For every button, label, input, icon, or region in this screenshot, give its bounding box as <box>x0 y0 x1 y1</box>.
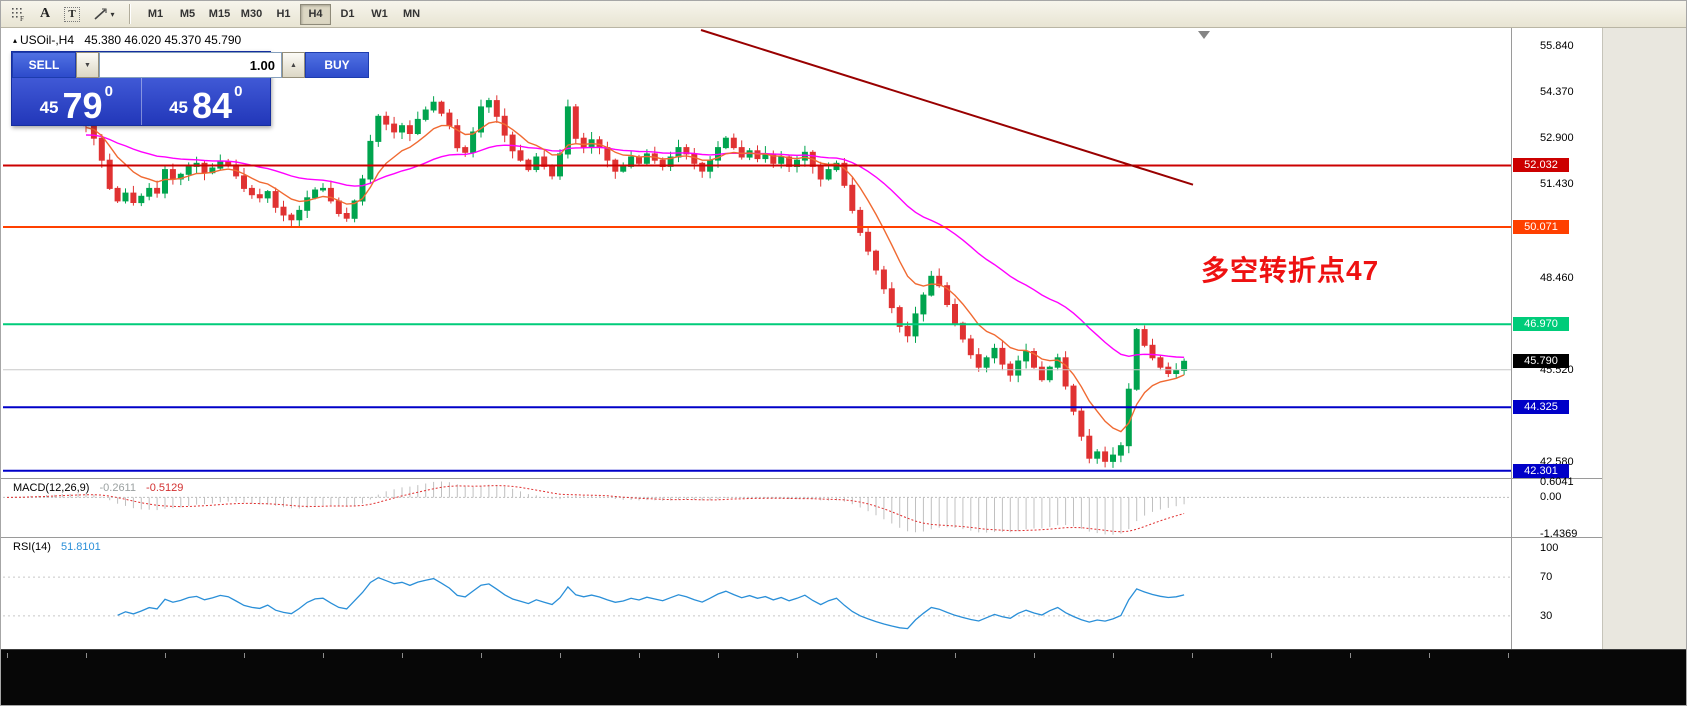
buy-price-display[interactable]: 45 84 0 <box>140 78 271 127</box>
tf-button-h4[interactable]: H4 <box>300 3 331 25</box>
tf-button-m15[interactable]: M15 <box>204 4 235 25</box>
timeframe-toolbar: M1 M5 M15 M30 H1 H4 D1 W1 MN <box>140 3 428 25</box>
toolbar-separator <box>129 4 131 24</box>
tf-button-m5[interactable]: M5 <box>172 4 203 25</box>
sell-price-sup: 0 <box>104 83 113 100</box>
macd-signal-value: -0.5129 <box>146 482 184 494</box>
sell-price-display[interactable]: 45 79 0 <box>12 78 141 125</box>
tf-button-w1[interactable]: W1 <box>364 4 395 25</box>
chart-ohlc: 45.380 46.020 45.370 45.790 <box>84 33 242 47</box>
chart-symbol-period: USOil-,H4 <box>20 33 75 47</box>
sell-price-main: 45 <box>39 98 59 117</box>
chart-shift-marker-icon[interactable] <box>1198 31 1210 39</box>
sell-price-big: 79 <box>62 85 103 127</box>
up-arrow-icon: ▲ <box>290 61 297 69</box>
tf-button-d1[interactable]: D1 <box>332 4 363 25</box>
tf-button-m1[interactable]: M1 <box>140 4 171 25</box>
down-arrow-icon: ▼ <box>84 61 91 69</box>
rsi-name: RSI(14) <box>13 541 51 553</box>
macd-name: MACD(12,26,9) <box>13 482 90 494</box>
rsi-value: 51.8101 <box>60 541 101 553</box>
grid-dots-glyph: F <box>12 8 24 22</box>
trade-row-prices: 45 79 0 45 84 0 <box>12 78 270 125</box>
chart-title: ▴ USOil-,H4 45.380 46.020 45.370 45.790 <box>13 33 241 47</box>
time-ticks <box>7 653 1512 658</box>
one-click-trade-panel: SELL ▼ ▲ BUY 45 79 0 45 84 0 <box>11 51 369 126</box>
crosshair-grid-icon[interactable]: F <box>5 3 31 25</box>
macd-main-value: -0.2611 <box>99 482 136 494</box>
volume-increase-button[interactable]: ▲ <box>282 52 305 78</box>
letter-t-glyph: T <box>64 6 80 22</box>
letter-a-glyph: A <box>39 6 51 21</box>
tf-button-h1[interactable]: H1 <box>268 4 299 25</box>
buy-price-sup: 0 <box>234 83 243 100</box>
tf-button-mn[interactable]: MN <box>396 4 427 25</box>
chevron-down-icon: ▾ <box>110 9 115 19</box>
buy-price-main: 45 <box>169 98 189 117</box>
chart-icon: ▴ <box>13 36 18 45</box>
buy-price-big: 84 <box>192 85 233 127</box>
time-axis[interactable] <box>1 649 1686 705</box>
volume-input[interactable] <box>99 52 282 78</box>
draw-tools-dropdown[interactable]: ▾ <box>86 3 122 25</box>
right-margin <box>1602 28 1686 651</box>
svg-text:F: F <box>20 15 24 22</box>
price-chart-canvas[interactable] <box>1 1 1687 651</box>
buy-button[interactable]: BUY <box>305 52 369 78</box>
toolbar: F A T ▾ M1 M5 M15 M30 H1 H4 D1 W1 MN <box>1 1 1686 28</box>
trade-row-top: SELL ▼ ▲ BUY <box>12 52 369 78</box>
rsi-label: RSI(14) 51.8101 <box>13 541 101 553</box>
annotation-text: 多空转折点47 <box>1201 255 1380 286</box>
tf-button-m30[interactable]: M30 <box>236 4 267 25</box>
text-label-icon[interactable]: A <box>32 3 58 25</box>
macd-label: MACD(12,26,9) -0.2611 -0.5129 <box>13 482 183 494</box>
line-tool-icon <box>94 7 108 20</box>
text-box-icon[interactable]: T <box>59 3 85 25</box>
volume-decrease-button[interactable]: ▼ <box>76 52 99 78</box>
sell-button[interactable]: SELL <box>12 52 76 78</box>
